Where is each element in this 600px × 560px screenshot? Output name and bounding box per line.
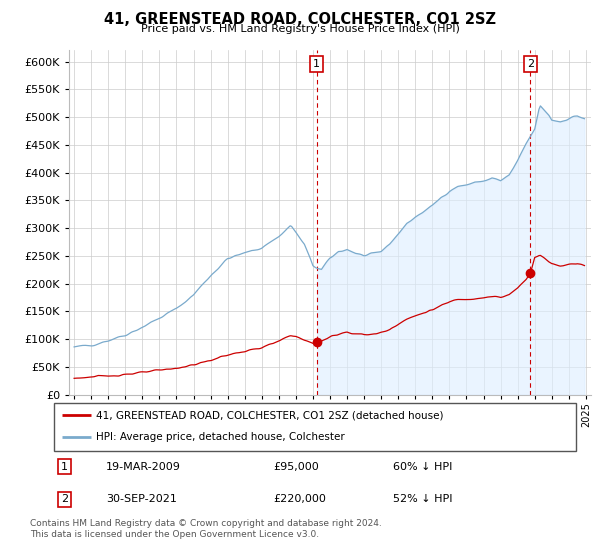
Text: 2: 2 [527,59,534,69]
Text: Price paid vs. HM Land Registry's House Price Index (HPI): Price paid vs. HM Land Registry's House … [140,24,460,34]
Text: £95,000: £95,000 [273,461,319,472]
Text: HPI: Average price, detached house, Colchester: HPI: Average price, detached house, Colc… [96,432,344,442]
Text: 1: 1 [313,59,320,69]
Text: 30-SEP-2021: 30-SEP-2021 [106,494,177,505]
Text: 41, GREENSTEAD ROAD, COLCHESTER, CO1 2SZ (detached house): 41, GREENSTEAD ROAD, COLCHESTER, CO1 2SZ… [96,410,443,420]
Text: £220,000: £220,000 [273,494,326,505]
Text: 60% ↓ HPI: 60% ↓ HPI [394,461,452,472]
Text: 52% ↓ HPI: 52% ↓ HPI [394,494,453,505]
Text: 19-MAR-2009: 19-MAR-2009 [106,461,181,472]
Text: 2: 2 [61,494,68,505]
Text: 41, GREENSTEAD ROAD, COLCHESTER, CO1 2SZ: 41, GREENSTEAD ROAD, COLCHESTER, CO1 2SZ [104,12,496,27]
FancyBboxPatch shape [54,403,576,451]
Text: 1: 1 [61,461,68,472]
Text: Contains HM Land Registry data © Crown copyright and database right 2024.
This d: Contains HM Land Registry data © Crown c… [30,519,382,539]
